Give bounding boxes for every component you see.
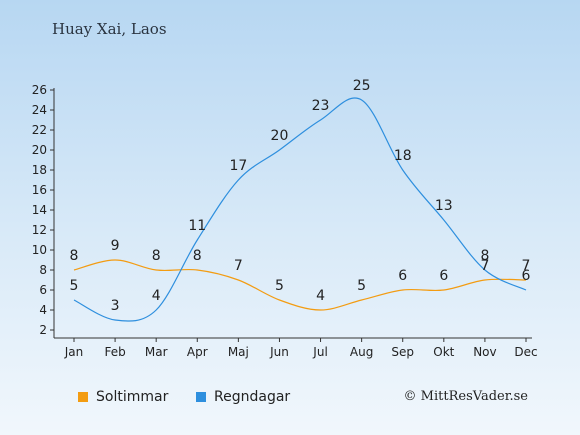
data-label-regndagar: 5	[70, 278, 79, 294]
y-tick-label: 6	[39, 283, 47, 297]
y-tick-label: 18	[32, 163, 47, 177]
data-label-soltimmar: 8	[193, 248, 202, 264]
data-label-regndagar: 17	[229, 158, 247, 174]
data-label-soltimmar: 5	[275, 278, 284, 294]
y-tick-label: 10	[32, 243, 47, 257]
series-layer	[73, 97, 527, 322]
data-label-regndagar: 20	[271, 128, 289, 144]
data-label-regndagar: 11	[188, 218, 206, 234]
x-tick-label: Jul	[312, 345, 327, 359]
x-tick-label: Jan	[64, 345, 84, 359]
data-label-soltimmar: 9	[111, 238, 120, 254]
y-tick-label: 26	[32, 83, 47, 97]
data-label-regndagar: 8	[480, 248, 489, 264]
data-label-regndagar: 4	[152, 288, 161, 304]
data-label-soltimmar: 8	[152, 248, 161, 264]
y-tick-label: 22	[32, 123, 47, 137]
data-label-regndagar: 18	[394, 148, 412, 164]
data-label-regndagar: 25	[353, 78, 371, 94]
x-tick-label: Mar	[145, 345, 168, 359]
data-label-soltimmar: 5	[357, 278, 366, 294]
legend-label-soltimmar: Soltimmar	[96, 389, 169, 405]
x-tick-label: Feb	[104, 345, 125, 359]
x-tick-label: Apr	[187, 345, 208, 359]
series-line-soltimmar	[73, 259, 527, 311]
legend-swatch-regndagar	[196, 392, 206, 402]
y-tick-label: 20	[32, 143, 47, 157]
x-tick-label: Maj	[228, 345, 249, 359]
x-tick-label: Jun	[269, 345, 289, 359]
x-tick-label: Okt	[433, 345, 454, 359]
data-label-soltimmar: 7	[522, 258, 531, 274]
x-tick-label: Aug	[350, 345, 373, 359]
y-tick-label: 14	[32, 203, 47, 217]
y-tick-label: 24	[32, 103, 47, 117]
x-tick-label: Sep	[391, 345, 414, 359]
series-line-regndagar	[73, 97, 527, 322]
y-tick-label: 8	[39, 263, 47, 277]
data-label-soltimmar: 8	[70, 248, 79, 264]
legend-label-regndagar: Regndagar	[214, 389, 291, 405]
copyright-text: © MittResVader.se	[403, 389, 528, 404]
data-label-soltimmar: 4	[316, 288, 325, 304]
data-label-soltimmar: 7	[480, 258, 489, 274]
data-label-regndagar: 13	[435, 198, 453, 214]
y-tick-label: 12	[32, 223, 47, 237]
legend-item-soltimmar: Soltimmar	[78, 389, 168, 405]
legend-item-regndagar: Regndagar	[196, 389, 290, 405]
y-tick-label: 2	[39, 323, 47, 337]
data-label-regndagar: 6	[522, 268, 531, 284]
x-tick-label: Dec	[514, 345, 537, 359]
data-label-soltimmar: 7	[234, 258, 243, 274]
legend-swatch-soltimmar	[78, 392, 88, 402]
data-label-regndagar: 3	[111, 298, 120, 314]
data-label-soltimmar: 6	[439, 268, 448, 284]
data-label-soltimmar: 6	[398, 268, 407, 284]
y-tick-label: 16	[32, 183, 47, 197]
chart-title: Huay Xai, Laos	[52, 20, 167, 38]
data-label-regndagar: 23	[312, 98, 330, 114]
x-tick-label: Nov	[473, 345, 496, 359]
y-tick-label: 4	[39, 303, 47, 317]
